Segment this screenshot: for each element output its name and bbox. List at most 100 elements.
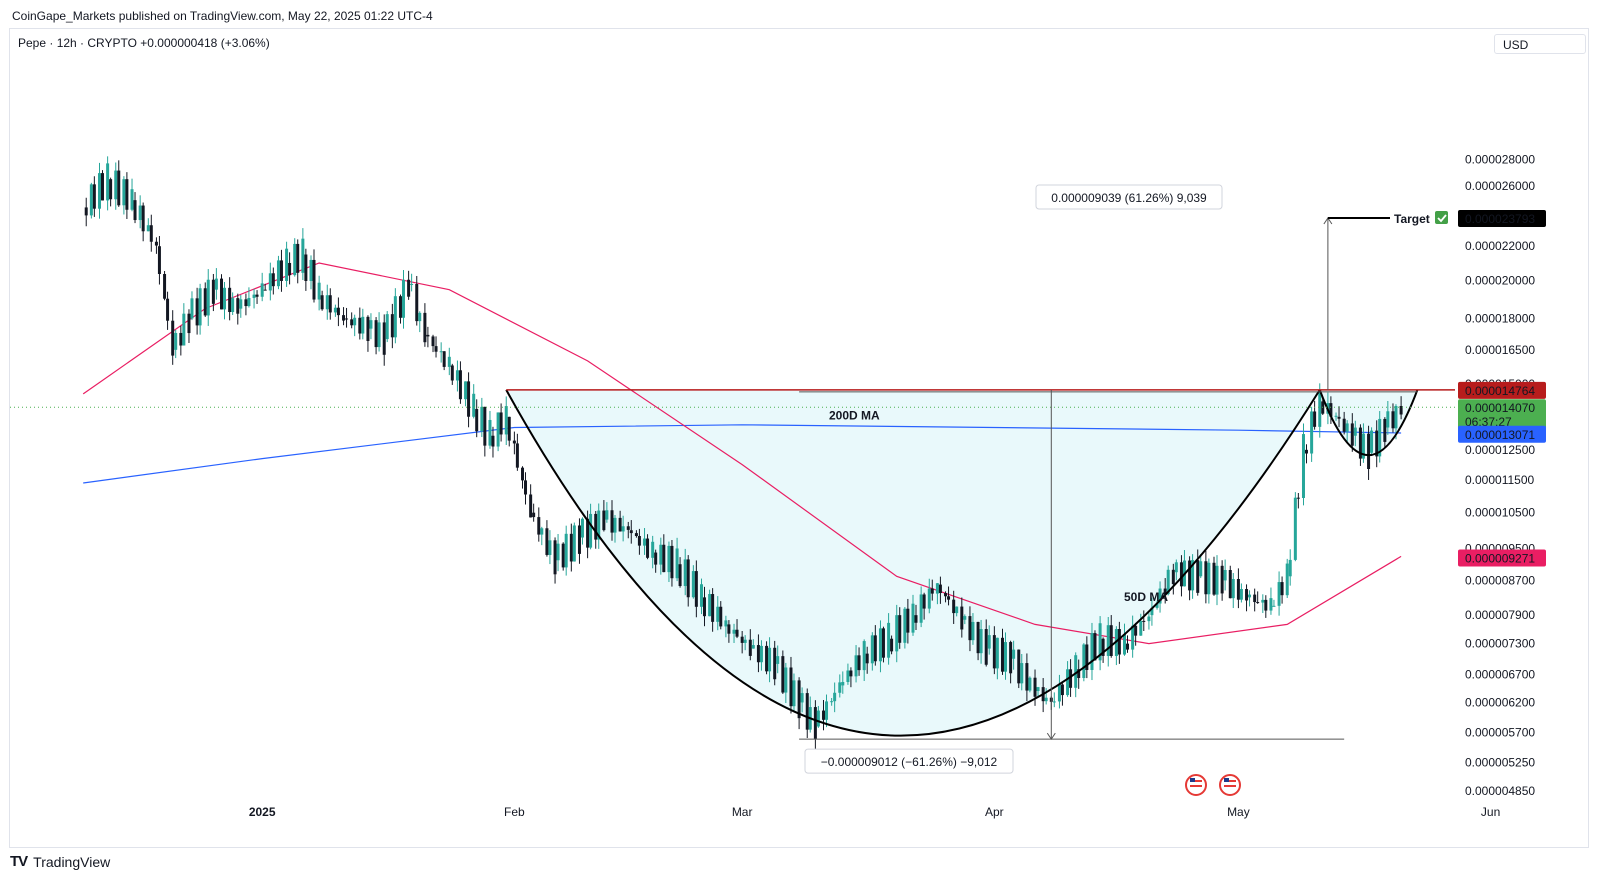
time-axis: 2025 Feb Mar Apr May Jun (249, 805, 1500, 819)
candle-body (743, 639, 747, 643)
candle-body (659, 544, 663, 565)
candle-body (955, 606, 959, 614)
candle-body (870, 635, 874, 664)
candle-body (984, 629, 988, 665)
tradingview-footer: TV TradingView (10, 853, 110, 870)
candle-body (385, 314, 389, 340)
candle-body (499, 412, 503, 435)
candle-body (781, 656, 785, 693)
candle-body (1000, 637, 1004, 672)
candle-body (214, 278, 218, 290)
candle-body (919, 594, 923, 623)
candle-body (1345, 423, 1349, 432)
candle-body (702, 597, 706, 617)
flag-stripe (1224, 785, 1236, 787)
candle-body (263, 289, 267, 291)
candle-body (268, 273, 272, 291)
candle-body (109, 179, 113, 200)
candle-body (423, 312, 427, 343)
candle-body (504, 406, 508, 435)
candle-body (304, 254, 308, 281)
candle-body (1342, 418, 1346, 432)
check-icon (1435, 210, 1448, 224)
candle-body (271, 273, 275, 287)
candle-body (960, 606, 964, 630)
candle-body (532, 512, 536, 518)
candle-body (1147, 616, 1151, 622)
candle-body (1060, 684, 1064, 696)
candle-body (1123, 634, 1127, 655)
candle-body (805, 693, 809, 730)
candle-body (434, 346, 438, 352)
candle-body (602, 510, 606, 531)
target-price-tag-bg (1458, 209, 1546, 227)
candle-body (1337, 416, 1341, 419)
candle-body (1318, 390, 1322, 427)
candle-body (963, 616, 967, 620)
candle-body (146, 225, 150, 232)
candle-body (426, 334, 430, 337)
candle-body (1066, 669, 1070, 696)
time-tick-label: Jun (1481, 805, 1500, 819)
candle-body (1069, 669, 1073, 688)
candle-body (239, 299, 243, 309)
candle-body (540, 528, 544, 535)
flag-canton (1190, 778, 1195, 782)
candle-body (1044, 697, 1048, 702)
candle-body (328, 295, 332, 313)
candle-body (1196, 560, 1200, 593)
publisher-line: CoinGape_Markets published on TradingVie… (12, 9, 433, 23)
candle-body (1370, 430, 1374, 453)
footer-brand: TradingView (33, 853, 111, 870)
candle-body (431, 336, 435, 347)
target-price-tag: 0.000023793 (1458, 209, 1546, 227)
candle-body (1012, 649, 1016, 659)
candle-body (1301, 434, 1305, 498)
price-tick-label: 0.000020000 (1465, 274, 1535, 288)
candle-body (285, 248, 289, 281)
candle-body (846, 670, 850, 682)
candle-body (117, 170, 121, 206)
candle-body (1288, 559, 1292, 577)
candle-body (694, 571, 698, 607)
candle-body (849, 670, 853, 677)
candle-body (114, 170, 118, 200)
currency-selector[interactable]: USD (1494, 34, 1586, 54)
candle-body (903, 608, 907, 643)
candle-body (342, 315, 346, 321)
candle-body (756, 645, 760, 663)
candle-body (203, 288, 207, 316)
candle-body (553, 540, 557, 575)
candle-body (320, 295, 324, 310)
candle-body (1163, 588, 1167, 595)
candle-body (374, 320, 378, 348)
candle-body (686, 559, 690, 598)
chart-frame (9, 28, 1589, 848)
candle-body (244, 299, 248, 307)
candle-body (927, 588, 931, 609)
ma200-price-tag-bg (1458, 425, 1546, 443)
candle-body (768, 647, 772, 672)
candle-body (594, 513, 598, 540)
candle-body (1256, 602, 1260, 604)
candle-body (626, 526, 630, 530)
candle-body (759, 645, 763, 663)
price-tick-label: 0.000016500 (1465, 343, 1535, 357)
price-tick-label: 0.000011500 (1465, 473, 1535, 487)
candle-body (529, 494, 533, 518)
candle-body (236, 298, 240, 314)
candle-body (740, 636, 744, 643)
candle-body (390, 314, 394, 338)
candle-body (276, 260, 280, 287)
candle-body (1134, 625, 1138, 636)
candle-body (1304, 449, 1308, 454)
measure-up-arrow (1323, 217, 1333, 225)
candle-body (182, 313, 186, 346)
price-tick-label: 0.000010500 (1465, 506, 1535, 520)
candle-body (992, 635, 996, 669)
candle-body (1261, 599, 1265, 603)
candle-body (1158, 588, 1162, 604)
candle-body (515, 443, 519, 468)
candle-body (174, 332, 178, 350)
